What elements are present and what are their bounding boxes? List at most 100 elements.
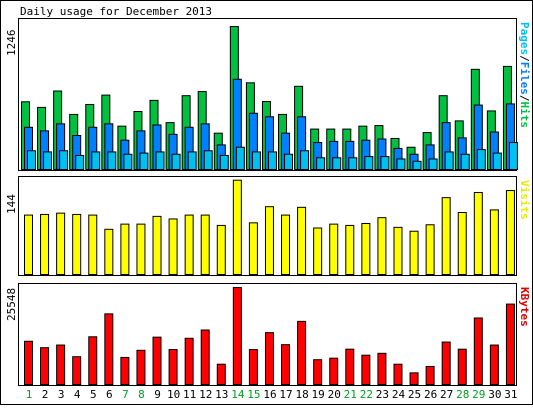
- side-label-part: KBytes: [518, 287, 531, 327]
- x-tick-label-23: 23: [376, 388, 389, 401]
- bar-kbytes-4: [72, 356, 82, 385]
- bar-pages-18: [300, 150, 310, 170]
- bar-visits-20: [329, 223, 339, 275]
- bar-kbytes-9: [152, 336, 162, 386]
- bar-pages-22: [364, 156, 374, 170]
- x-tick-label-26: 26: [424, 388, 437, 401]
- bar-pages-17: [284, 153, 294, 171]
- bar-visits-31: [505, 190, 515, 276]
- bar-pages-5: [91, 151, 101, 170]
- bar-pages-4: [75, 154, 85, 171]
- bar-kbytes-24: [393, 363, 403, 385]
- x-tick-label-14: 14: [231, 388, 245, 401]
- bar-pages-14: [235, 146, 245, 170]
- bar-kbytes-22: [361, 354, 371, 385]
- bar-pages-13: [219, 154, 229, 171]
- x-tick-label-20: 20: [328, 388, 341, 401]
- bar-visits-11: [184, 214, 194, 275]
- bar-visits-26: [425, 224, 435, 275]
- bar-visits-15: [248, 222, 258, 275]
- bar-visits-5: [88, 214, 98, 275]
- panel-hits: 1246 Pages/Files/Hits: [5, 18, 531, 171]
- bar-kbytes-17: [281, 344, 291, 386]
- bar-kbytes-11: [184, 337, 194, 386]
- bar-kbytes-1: [24, 340, 33, 386]
- x-tick-label-9: 9: [154, 388, 161, 401]
- chart-title: Daily usage for December 2013: [20, 5, 212, 18]
- bar-kbytes-16: [264, 332, 274, 386]
- x-tick-label-13: 13: [215, 388, 228, 401]
- x-tick-label-24: 24: [392, 388, 406, 401]
- bar-kbytes-23: [377, 352, 387, 385]
- x-tick-label-18: 18: [295, 388, 308, 401]
- bar-visits-14: [232, 179, 242, 275]
- bar-pages-2: [43, 151, 53, 170]
- x-tick-label-16: 16: [263, 388, 276, 401]
- bar-pages-1: [27, 150, 36, 170]
- bar-visits-22: [361, 222, 371, 276]
- bar-pages-11: [187, 151, 197, 170]
- bar-kbytes-19: [313, 359, 323, 385]
- bar-kbytes-2: [40, 347, 50, 385]
- bar-pages-25: [412, 160, 422, 171]
- side-label-part: Visits: [518, 180, 531, 220]
- x-tick-label-19: 19: [312, 388, 325, 401]
- bar-kbytes-30: [489, 344, 499, 386]
- x-tick-label-3: 3: [58, 388, 65, 401]
- x-tick-label-17: 17: [279, 388, 292, 401]
- bar-kbytes-7: [120, 356, 130, 385]
- bar-visits-6: [104, 228, 114, 276]
- x-tick-label-12: 12: [199, 388, 212, 401]
- side-label-kbytes: KBytes: [518, 287, 531, 327]
- bar-pages-3: [59, 150, 69, 170]
- bar-visits-30: [489, 209, 499, 276]
- x-tick-label-11: 11: [183, 388, 196, 401]
- bar-kbytes-8: [136, 349, 146, 385]
- bar-pages-16: [267, 151, 277, 170]
- bar-pages-24: [396, 158, 406, 170]
- bar-visits-17: [281, 214, 291, 275]
- x-tick-label-8: 8: [138, 388, 145, 401]
- chart-panels: 1246 Pages/Files/Hits 144 Visits 25548 KBytes: [5, 18, 531, 386]
- bar-pages-6: [107, 151, 117, 170]
- bar-visits-28: [457, 212, 467, 275]
- bar-kbytes-3: [56, 344, 66, 386]
- bar-visits-24: [393, 226, 403, 276]
- bar-visits-8: [136, 223, 146, 275]
- bar-pages-29: [476, 149, 486, 171]
- side-label-hits: Pages/Files/Hits: [518, 22, 531, 128]
- bar-visits-16: [264, 206, 274, 275]
- bar-pages-28: [460, 153, 470, 171]
- bar-pages-19: [316, 157, 326, 170]
- panel-visits: 144 Visits: [5, 176, 531, 276]
- bar-kbytes-21: [345, 348, 355, 385]
- side-label-part: Hits: [518, 102, 531, 129]
- bar-kbytes-20: [329, 357, 339, 385]
- bar-kbytes-18: [297, 320, 307, 385]
- bar-visits-9: [152, 215, 162, 275]
- max-label-kbytes: 25548: [5, 288, 18, 321]
- bar-pages-27: [444, 151, 454, 170]
- bar-pages-12: [203, 150, 213, 170]
- x-tick-label-2: 2: [42, 388, 49, 401]
- x-tick-label-6: 6: [106, 388, 113, 401]
- bar-visits-1: [24, 214, 33, 275]
- bar-pages-15: [251, 151, 261, 170]
- x-tick-label-31: 31: [504, 388, 517, 401]
- bar-visits-7: [120, 223, 130, 275]
- bar-pages-9: [155, 151, 165, 170]
- bar-kbytes-31: [505, 303, 515, 386]
- bar-pages-8: [139, 152, 149, 170]
- bar-kbytes-26: [425, 365, 435, 385]
- bar-kbytes-10: [168, 349, 178, 385]
- bar-kbytes-15: [248, 349, 258, 385]
- bar-pages-10: [171, 153, 181, 171]
- bar-kbytes-5: [88, 336, 98, 386]
- bar-pages-21: [348, 157, 358, 170]
- bar-visits-4: [72, 213, 82, 275]
- bar-visits-23: [377, 217, 387, 276]
- x-tick-label-5: 5: [90, 388, 97, 401]
- max-label-visits: 144: [5, 194, 18, 214]
